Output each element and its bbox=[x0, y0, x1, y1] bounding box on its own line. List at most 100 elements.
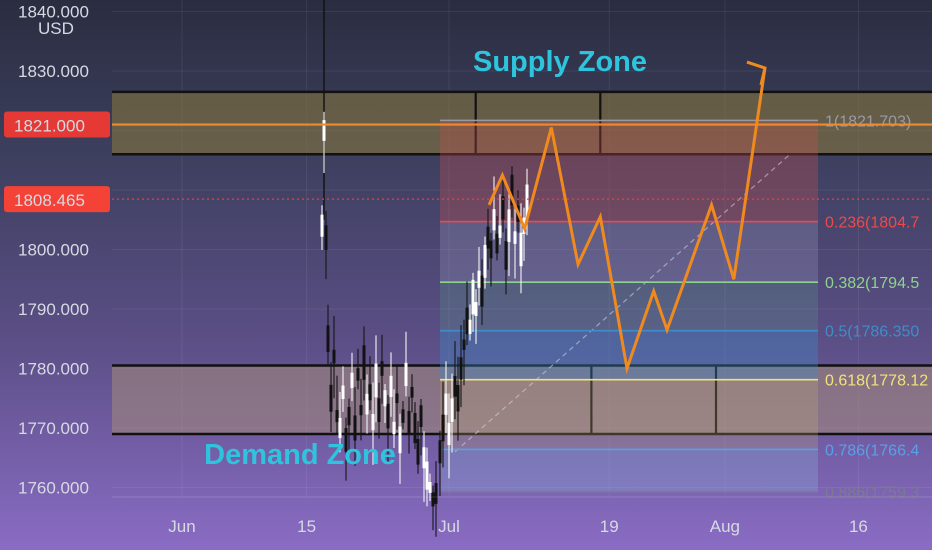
fib-level-label: 0.886(1759.3 bbox=[825, 485, 919, 502]
projection-path bbox=[487, 60, 767, 375]
candle-body bbox=[477, 270, 481, 288]
candle-body bbox=[329, 384, 333, 412]
candle-body bbox=[525, 184, 529, 220]
candle-body bbox=[395, 393, 399, 404]
fib-level-label: 0.618(1778.12 bbox=[825, 373, 928, 390]
y-tick-label: 1790.000 bbox=[18, 300, 89, 319]
candle-body bbox=[374, 363, 378, 398]
candle-body bbox=[480, 275, 484, 307]
candle-body bbox=[347, 406, 351, 426]
projection-line bbox=[487, 67, 767, 375]
candle-body bbox=[513, 231, 517, 244]
time-axis[interactable]: Jun 15 Jul 19 Aug 16 bbox=[112, 496, 932, 536]
candle-body bbox=[335, 410, 339, 423]
candle-body bbox=[486, 226, 490, 249]
candle-body bbox=[356, 368, 360, 381]
y-tick-label: 1770.000 bbox=[18, 419, 89, 438]
y-tick-label: 1830.000 bbox=[18, 62, 89, 81]
zone-box bbox=[112, 91, 932, 155]
candle-body bbox=[483, 244, 487, 278]
price-marker-label: 1808.465 bbox=[14, 191, 85, 210]
supply-zone-title: Supply Zone bbox=[473, 46, 647, 78]
candle-body bbox=[519, 232, 523, 267]
candle-body bbox=[444, 393, 448, 415]
candle-body bbox=[377, 398, 381, 423]
candle-body bbox=[450, 398, 454, 422]
candle-body bbox=[492, 209, 496, 231]
candle-body bbox=[320, 214, 324, 237]
fib-level-label: 0.786(1766.4 bbox=[825, 442, 919, 459]
candle-body bbox=[507, 209, 511, 243]
zone-titles: Supply Zone Demand Zone bbox=[204, 46, 647, 471]
candle-body bbox=[407, 410, 411, 434]
candle-body bbox=[338, 417, 342, 439]
candle-body bbox=[419, 405, 423, 427]
candle-body bbox=[380, 361, 384, 376]
candle-body bbox=[471, 279, 475, 315]
candle-body bbox=[447, 422, 451, 446]
candle-body bbox=[456, 385, 460, 412]
candle-body bbox=[389, 375, 393, 397]
zone-box bbox=[112, 365, 932, 434]
candle-body bbox=[459, 357, 463, 380]
candle-body bbox=[410, 386, 414, 398]
fib-band bbox=[440, 120, 818, 222]
price-marker-badge[interactable] bbox=[4, 111, 110, 138]
y-tick-label: 1780.000 bbox=[18, 360, 89, 379]
fibonacci-retracement: 1(1821.703) 0.236(1804.7 0.382(1794.5 0.5(1… bbox=[440, 113, 928, 502]
fib-level-label: 0.5(1786.350 bbox=[825, 324, 919, 341]
fib-band bbox=[440, 449, 818, 492]
candle-body bbox=[353, 415, 357, 441]
projection-arrowhead bbox=[746, 60, 767, 86]
candle-body bbox=[413, 412, 417, 444]
candle-body bbox=[510, 174, 514, 206]
fib-level-label: 0.236(1804.7 bbox=[825, 215, 919, 232]
candle-body bbox=[368, 384, 372, 401]
candle-body bbox=[422, 447, 426, 469]
candle-body bbox=[434, 483, 438, 504]
candle-body bbox=[398, 426, 402, 454]
x-tick-label: 16 bbox=[849, 517, 868, 536]
demand-zone-title: Demand Zone bbox=[204, 439, 396, 471]
y-tick-label: 1800.000 bbox=[18, 241, 89, 260]
candle-body bbox=[359, 405, 363, 416]
candle-body bbox=[365, 393, 369, 415]
candle-body bbox=[501, 196, 505, 220]
candles bbox=[320, 0, 529, 537]
candle-body bbox=[322, 120, 326, 141]
price-marker-badge[interactable] bbox=[4, 186, 110, 213]
candle-body bbox=[386, 403, 390, 429]
candle-body bbox=[350, 372, 354, 389]
candle-body bbox=[504, 241, 508, 270]
x-tick-label: 19 bbox=[600, 517, 619, 536]
x-tick-label: Jul bbox=[438, 517, 460, 536]
candle-body bbox=[401, 409, 405, 423]
fib-level-label: 1(1821.703) bbox=[825, 113, 911, 130]
candle-body bbox=[392, 421, 396, 435]
y-tick-label: 1760.000 bbox=[18, 479, 89, 498]
candle-body bbox=[416, 438, 420, 465]
price-markers bbox=[112, 123, 932, 200]
candle-body bbox=[326, 325, 330, 353]
candle-body bbox=[462, 339, 466, 350]
candle-body bbox=[341, 385, 345, 400]
candle-body bbox=[344, 428, 348, 452]
currency-label: USD bbox=[38, 19, 74, 38]
candle-body bbox=[441, 414, 445, 442]
candle-body bbox=[404, 362, 408, 387]
candle-body bbox=[474, 302, 478, 316]
zones bbox=[112, 90, 932, 436]
candle-body bbox=[465, 307, 469, 335]
fib-band bbox=[440, 330, 818, 380]
candle-body bbox=[371, 413, 375, 431]
candle-body bbox=[332, 349, 336, 364]
candle-body bbox=[495, 233, 499, 254]
y-tick-label: 1840.000 bbox=[18, 3, 89, 22]
price-marker-label: 1821.000 bbox=[14, 117, 85, 136]
fib-trendline bbox=[454, 153, 791, 453]
candle-body bbox=[383, 390, 387, 407]
candle-body bbox=[453, 375, 457, 397]
fib-level-label: 0.382(1794.5 bbox=[825, 275, 919, 292]
